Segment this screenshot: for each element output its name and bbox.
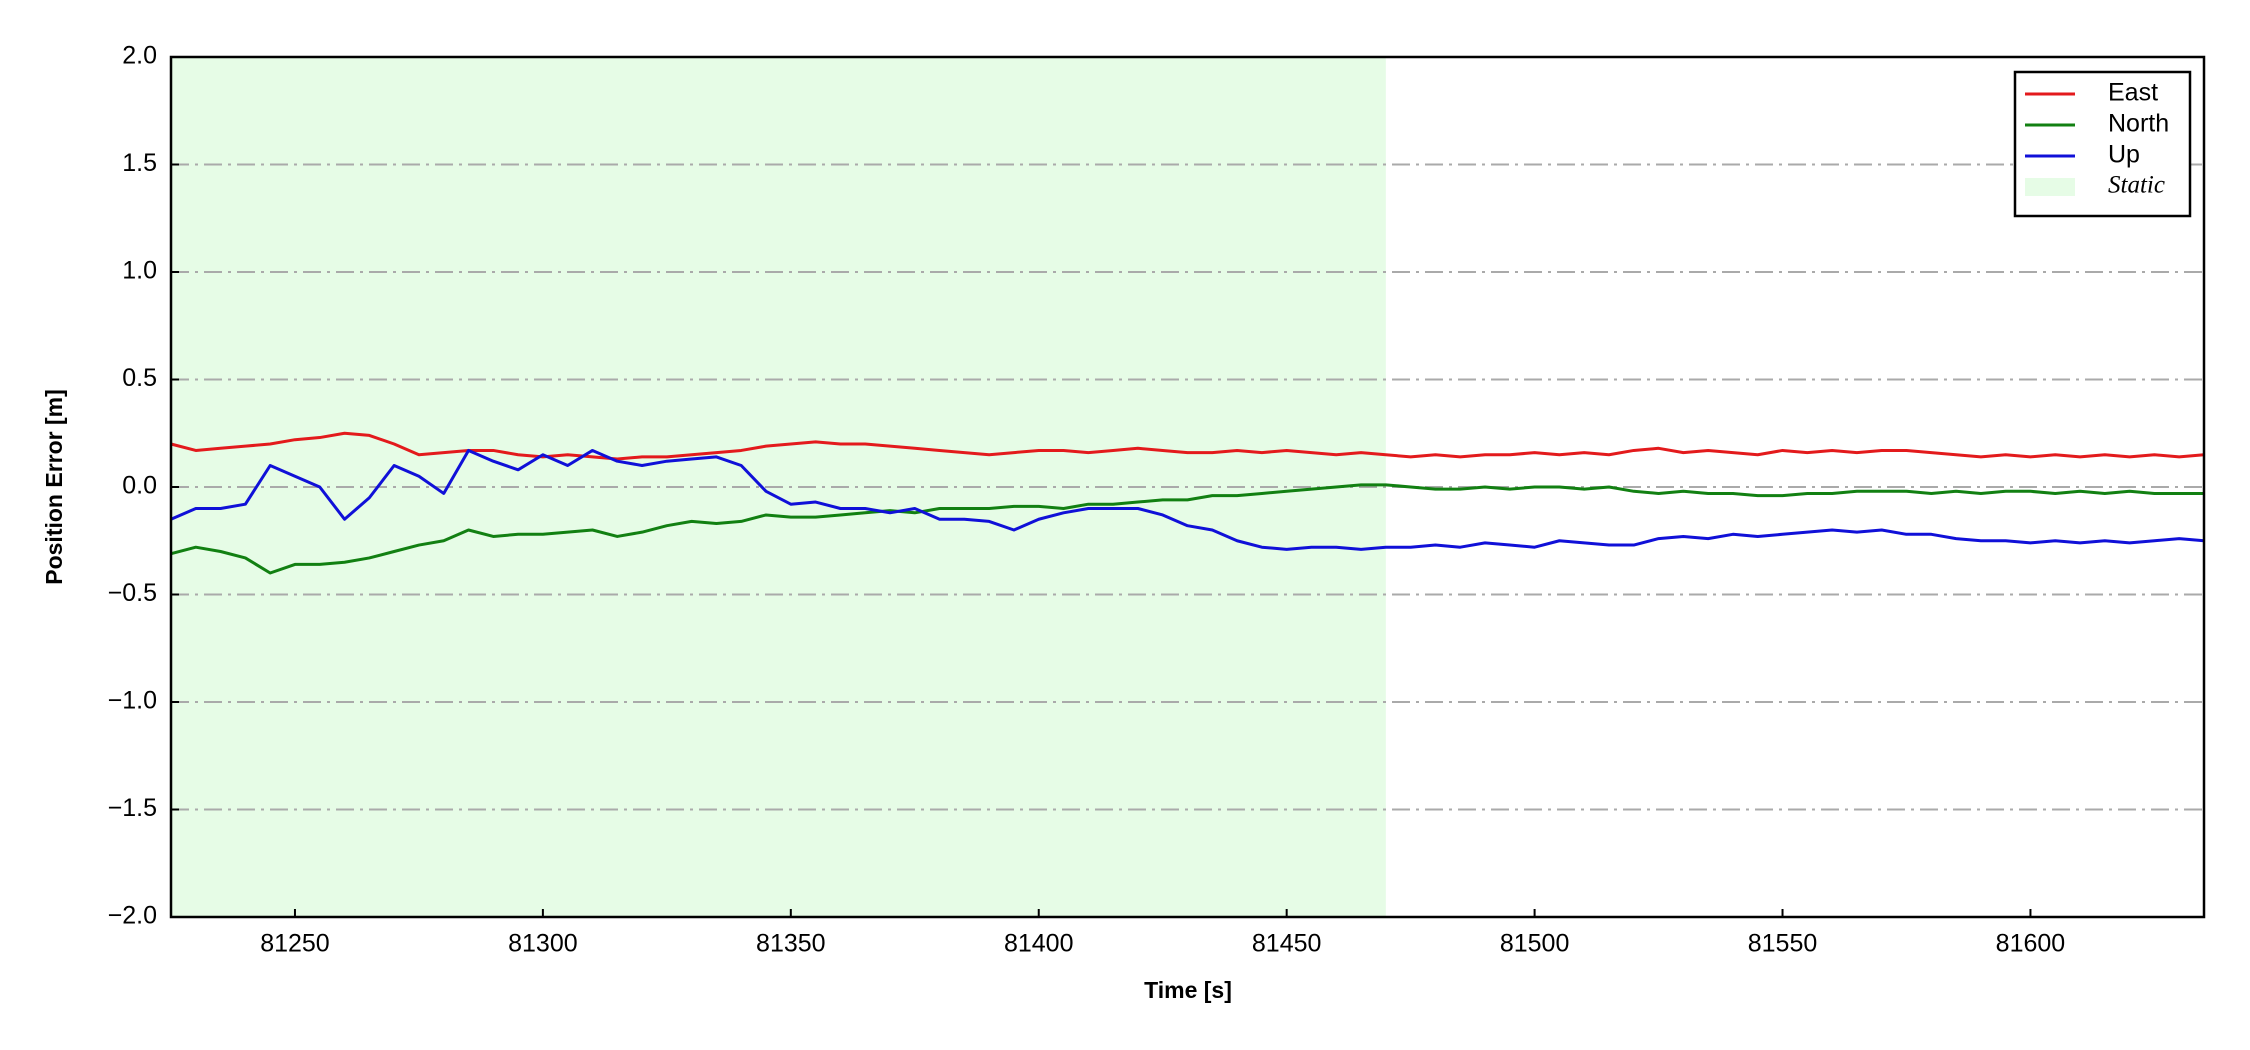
y-tick-label: −1.5: [108, 794, 157, 822]
data-line: [170, 483, 2204, 575]
x-axis-label: Time [s]: [1144, 977, 1232, 1003]
y-tick-label: 2.0: [122, 42, 157, 70]
legend-label: Static: [2108, 172, 2165, 199]
y-axis-label: Position Error [m]: [41, 389, 67, 585]
legend-label: Up: [2108, 141, 2140, 169]
y-tick-label: 0.5: [122, 364, 157, 392]
legend-label: East: [2108, 79, 2158, 107]
y-tick-label: −2.0: [108, 902, 157, 930]
x-tick-label: 81500: [1500, 930, 1570, 958]
x-tick-label: 81250: [260, 930, 330, 958]
legend-box: [2013, 70, 2192, 218]
y-tick-label: −1.0: [108, 687, 157, 715]
y-tick-label: 1.5: [122, 149, 157, 177]
y-tick-label: 1.0: [122, 257, 157, 285]
y-tick-label: 0.0: [122, 472, 157, 500]
x-tick-label: 81450: [1252, 930, 1322, 958]
x-tick-label: 81350: [756, 930, 826, 958]
legend-swatch: [2025, 178, 2075, 196]
data-line: [170, 431, 2205, 461]
x-tick-label: 81600: [1996, 930, 2066, 958]
legend-label: North: [2108, 110, 2169, 138]
x-tick-label: 81300: [508, 930, 578, 958]
x-tick-label: 81400: [1004, 930, 1074, 958]
y-tick-label: −0.5: [108, 579, 157, 607]
x-tick-label: 81550: [1748, 930, 1818, 958]
plot-frame: [169, 55, 2206, 919]
data-line: [170, 448, 2205, 551]
